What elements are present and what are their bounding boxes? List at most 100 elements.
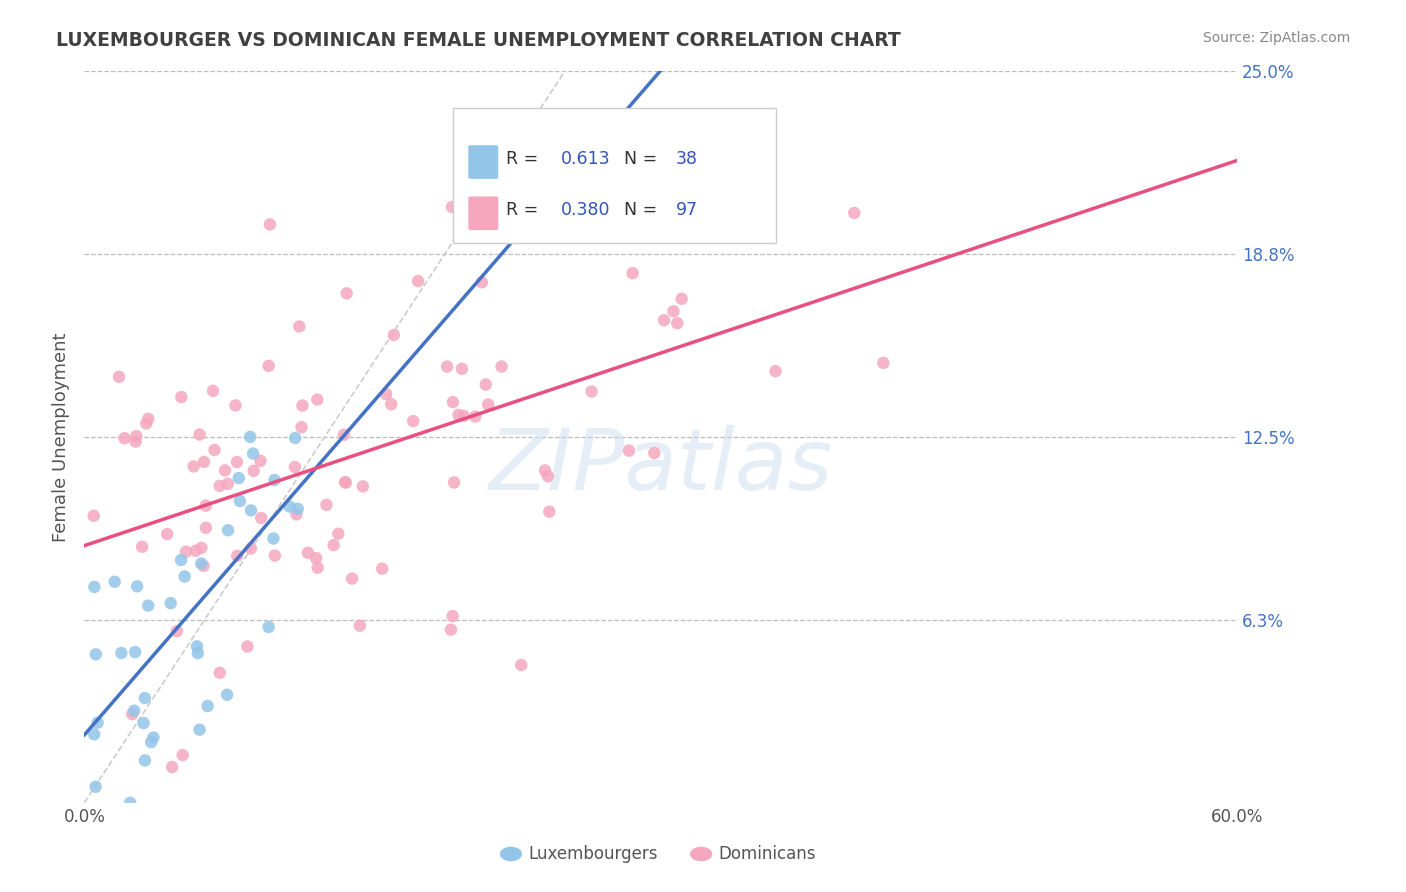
Point [104,574,127,589]
Point [352,479,374,493]
Point [83,508,105,523]
Point [537,469,560,483]
Point [257,620,280,634]
Point [142,731,165,745]
Point [204,442,226,457]
Point [83,580,105,594]
Point [188,723,211,737]
Point [217,476,239,491]
Point [217,523,239,537]
Point [236,640,259,654]
Point [170,553,193,567]
Point [662,304,685,318]
Point [581,384,603,399]
Point [242,446,264,460]
Point [83,727,105,741]
Text: N =: N = [624,202,662,219]
Point [194,521,217,535]
Circle shape [501,847,522,861]
Point [263,549,285,563]
Point [644,200,666,214]
Point [671,292,693,306]
Point [284,460,307,475]
Point [121,707,143,722]
Point [136,412,159,426]
Point [538,505,561,519]
Point [335,475,357,490]
Point [872,356,894,370]
Text: 0.380: 0.380 [561,202,610,219]
Point [534,463,557,477]
Point [186,640,208,654]
Text: Dominicans: Dominicans [718,845,815,863]
Point [188,427,211,442]
Point [249,454,271,468]
Point [160,760,183,774]
FancyBboxPatch shape [468,145,498,179]
Point [336,286,359,301]
Point [197,699,219,714]
Point [226,455,249,469]
Point [453,409,475,423]
Point [464,409,486,424]
Point [451,361,474,376]
Point [166,624,188,639]
Point [190,557,212,571]
Point [471,275,494,289]
Point [193,558,215,573]
Text: ZIPatlas: ZIPatlas [489,425,832,508]
Point [131,540,153,554]
Point [382,328,405,343]
Point [134,691,156,706]
Point [443,475,465,490]
Point [184,543,207,558]
Point [291,399,314,413]
Point [307,392,329,407]
Point [477,397,499,411]
Point [208,479,231,493]
Point [441,395,464,409]
Point [322,538,344,552]
Point [174,544,197,558]
Point [402,414,425,428]
Point [554,206,576,220]
Text: 0.613: 0.613 [561,150,610,168]
Text: LUXEMBOURGER VS DOMINICAN FEMALE UNEMPLOYMENT CORRELATION CHART: LUXEMBOURGER VS DOMINICAN FEMALE UNEMPLO… [56,31,901,50]
Point [214,463,236,477]
Point [262,532,284,546]
Point [124,645,146,659]
Point [183,459,205,474]
Point [436,359,458,374]
Point [239,430,262,444]
Point [315,498,337,512]
Text: R =: R = [506,150,544,168]
Point [84,648,107,662]
Point [114,431,136,445]
Point [621,266,644,280]
Point [288,319,311,334]
Point [287,501,309,516]
Point [139,735,162,749]
Text: N =: N = [624,150,662,168]
Point [187,646,209,660]
Point [159,596,181,610]
Point [239,541,262,556]
Point [250,511,273,525]
Text: Source: ZipAtlas.com: Source: ZipAtlas.com [1202,31,1350,45]
Point [333,475,356,489]
Point [406,274,429,288]
Point [202,384,225,398]
Point [124,434,146,449]
Point [297,546,319,560]
Point [84,780,107,794]
Point [208,665,231,680]
Point [259,218,281,232]
Point [108,369,131,384]
Point [257,359,280,373]
Point [617,443,640,458]
Point [285,508,308,522]
Point [440,200,463,214]
Circle shape [690,847,711,861]
Point [441,609,464,624]
Y-axis label: Female Unemployment: Female Unemployment [52,333,70,541]
